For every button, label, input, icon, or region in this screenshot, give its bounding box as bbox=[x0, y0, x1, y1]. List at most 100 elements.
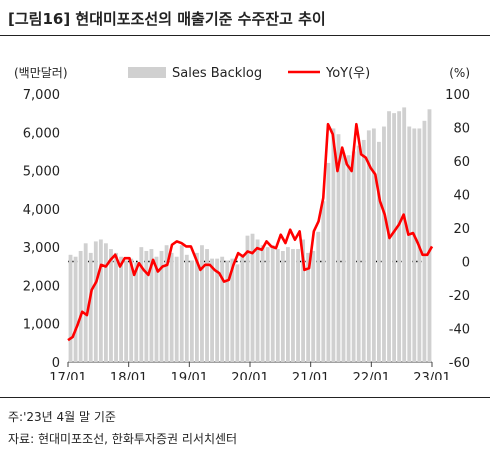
backlog-bar bbox=[255, 239, 260, 362]
backlog-bar bbox=[377, 141, 381, 362]
backlog-bar bbox=[174, 256, 179, 362]
backlog-bar bbox=[331, 128, 336, 362]
backlog-bar bbox=[275, 249, 280, 362]
backlog-bar bbox=[356, 145, 361, 362]
backlog-chart: (백만달러) (%) 0 1,000 2,000 3,000 4,000 5,000 6,000… bbox=[14, 66, 470, 380]
backlog-bar bbox=[382, 126, 386, 362]
legend-label-backlog: Sales Backlog bbox=[172, 66, 262, 81]
footnote: 주:'23년 4월 말 기준 bbox=[8, 410, 116, 424]
right-tick-label: 0 bbox=[462, 256, 470, 271]
backlog-bar bbox=[205, 249, 209, 362]
backlog-bar bbox=[422, 120, 427, 362]
backlog-bar bbox=[311, 250, 316, 362]
backlog-bar bbox=[73, 256, 78, 362]
backlog-bar bbox=[316, 231, 321, 362]
left-tick-label: 6,000 bbox=[23, 126, 60, 141]
right-tick-label: 40 bbox=[453, 189, 470, 204]
backlog-bar bbox=[412, 128, 417, 362]
backlog-bar bbox=[346, 155, 351, 362]
backlog-bar bbox=[210, 258, 214, 362]
backlog-bar bbox=[179, 245, 184, 362]
backlog-bar bbox=[164, 245, 169, 362]
backlog-bar bbox=[407, 126, 412, 362]
x-tick-label: 17/01 bbox=[49, 371, 86, 380]
backlog-bar bbox=[114, 252, 118, 362]
backlog-bar bbox=[139, 247, 144, 362]
backlog-bar bbox=[225, 260, 230, 362]
backlog-bar bbox=[189, 260, 194, 362]
backlog-bar bbox=[270, 245, 275, 362]
left-tick-label: 7,000 bbox=[23, 88, 60, 103]
backlog-bar bbox=[351, 151, 356, 362]
backlog-bar bbox=[371, 128, 376, 362]
x-tick-label: 22/01 bbox=[353, 371, 390, 380]
backlog-bar bbox=[144, 250, 149, 362]
backlog-bar bbox=[296, 249, 300, 362]
backlog-bar bbox=[265, 247, 270, 362]
line-series bbox=[67, 122, 434, 342]
backlog-bar bbox=[336, 134, 341, 362]
backlog-bar bbox=[301, 239, 305, 362]
backlog-bar bbox=[220, 256, 225, 362]
backlog-bar bbox=[260, 245, 265, 362]
backlog-bar bbox=[184, 254, 189, 362]
backlog-bar bbox=[321, 201, 326, 362]
right-tick-label: 20 bbox=[453, 222, 470, 237]
backlog-bar bbox=[402, 107, 407, 363]
right-tick-label: 100 bbox=[445, 88, 470, 103]
backlog-bar bbox=[280, 250, 285, 362]
chart-title: [그림16] 현대미포조선의 매출기준 수주잔고 추이 bbox=[8, 10, 326, 28]
backlog-bar bbox=[149, 249, 154, 362]
left-tick-label: 2,000 bbox=[23, 279, 60, 294]
backlog-bar bbox=[134, 262, 139, 362]
backlog-bar bbox=[154, 256, 159, 362]
backlog-bar bbox=[109, 249, 113, 362]
legend: Sales Backlog YoY(우) bbox=[128, 66, 370, 81]
left-axis-unit: (백만달러) bbox=[14, 66, 68, 80]
backlog-bar bbox=[215, 258, 220, 362]
right-tick-label: 60 bbox=[453, 155, 470, 170]
yoy-line bbox=[67, 122, 434, 342]
left-tick-label: 3,000 bbox=[23, 241, 60, 256]
backlog-bar bbox=[83, 243, 88, 362]
backlog-bar bbox=[68, 254, 73, 362]
left-tick-label: 1,000 bbox=[23, 318, 60, 333]
backlog-bar bbox=[129, 258, 134, 362]
axis-layer: (백만달러) (%) 0 1,000 2,000 3,000 4,000 5,000 6,000… bbox=[14, 66, 470, 380]
backlog-bar bbox=[397, 111, 402, 362]
x-tick-label: 19/01 bbox=[171, 371, 208, 380]
right-tick-label: -40 bbox=[449, 323, 470, 338]
backlog-bar bbox=[366, 130, 371, 362]
backlog-bar bbox=[291, 249, 295, 362]
right-tick-label: 80 bbox=[453, 122, 470, 137]
backlog-bar bbox=[427, 109, 432, 362]
backlog-bar bbox=[200, 245, 204, 362]
backlog-bar bbox=[93, 241, 98, 362]
backlog-bar bbox=[361, 139, 366, 362]
backlog-bar bbox=[230, 258, 235, 362]
x-tick-label: 23/01 bbox=[413, 371, 450, 380]
title-rule bbox=[0, 35, 490, 36]
backlog-bar bbox=[306, 252, 311, 362]
backlog-bar bbox=[341, 153, 346, 362]
backlog-bar bbox=[240, 254, 245, 362]
right-tick-label: -60 bbox=[449, 356, 470, 371]
backlog-bar bbox=[159, 250, 164, 362]
backlog-bar bbox=[250, 233, 255, 362]
left-tick-label: 4,000 bbox=[23, 203, 60, 218]
backlog-bar bbox=[286, 247, 290, 362]
backlog-bar bbox=[326, 162, 331, 362]
backlog-bar bbox=[104, 243, 108, 362]
x-tick-label: 20/01 bbox=[231, 371, 268, 380]
left-tick-label: 5,000 bbox=[23, 165, 60, 180]
right-axis-unit: (%) bbox=[449, 66, 470, 80]
backlog-bar bbox=[124, 260, 129, 362]
backlog-bar bbox=[392, 113, 396, 362]
source-note: 자료: 현대미포조선, 한화투자증권 리서치센터 bbox=[8, 432, 238, 446]
x-tick-label: 18/01 bbox=[110, 371, 147, 380]
left-tick-label: 0 bbox=[52, 356, 60, 371]
legend-swatch-backlog bbox=[128, 67, 166, 78]
backlog-bar bbox=[245, 235, 250, 362]
x-tick-label: 21/01 bbox=[292, 371, 329, 380]
backlog-bar bbox=[88, 252, 93, 362]
